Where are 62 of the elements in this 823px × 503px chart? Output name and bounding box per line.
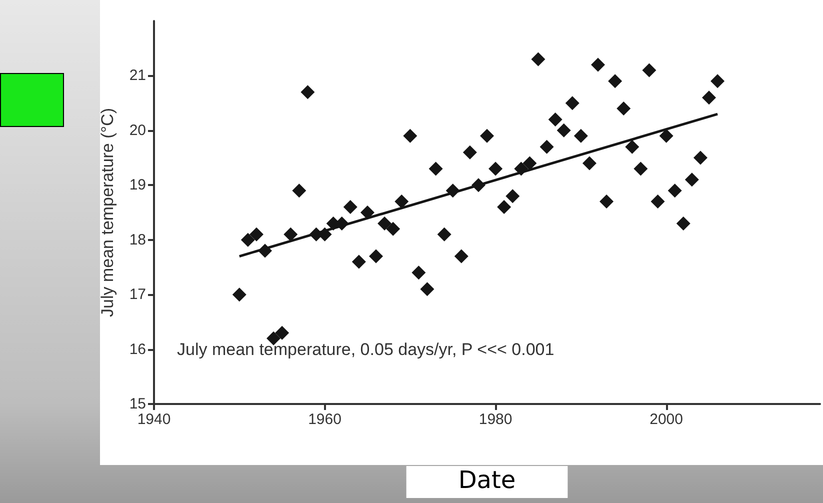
point [710,74,725,88]
y-tick-label: 16 [129,340,146,358]
point [454,249,468,264]
point [600,194,614,209]
y-tick-label: 21 [129,67,146,84]
point [659,128,674,143]
y-tick-label: 19 [129,176,146,194]
point [300,85,315,100]
point [506,189,520,204]
x-tick-label: 1980 [478,411,512,428]
point [352,254,366,269]
point [292,184,306,198]
point [249,227,264,242]
point [634,162,648,176]
point [369,249,383,264]
point [548,112,562,126]
point [591,58,605,72]
y-tick-label: 20 [129,122,146,139]
point [540,140,554,154]
point [437,227,452,242]
point [531,52,546,66]
y-tick-label: 18 [129,231,146,248]
x-axis-title: Date [458,466,516,494]
y-tick-label: 15 [129,396,146,412]
point [428,162,443,176]
point [360,206,374,220]
point [232,288,246,302]
point [642,63,656,78]
point [488,162,503,176]
x-tick-label: 2000 [650,411,683,428]
point [582,156,596,170]
point [684,172,699,187]
point [462,145,477,160]
point [343,200,358,214]
point [420,282,434,296]
point [650,194,665,209]
point [497,200,512,214]
point [275,326,290,340]
point [702,90,716,105]
point [616,102,631,116]
point [556,123,571,138]
point [676,216,690,230]
y-axis-title: July mean temperature (°C) [98,108,117,317]
point [480,128,494,143]
y-tick-label: 17 [129,286,146,304]
point [693,150,708,165]
point [240,232,255,247]
point [412,266,426,280]
point [394,194,409,209]
point [565,96,580,110]
point [378,216,392,230]
point [284,227,298,242]
annotation: July mean temperature, 0.05 days/yr, P <<< 0.001 [177,340,554,359]
point [668,184,682,198]
point [522,156,537,170]
point [574,128,588,143]
point [386,222,400,236]
point [625,140,640,154]
x-tick-label: 1940 [137,411,171,428]
point [608,74,622,88]
point [403,128,418,143]
x-tick-label: 1960 [308,411,342,428]
